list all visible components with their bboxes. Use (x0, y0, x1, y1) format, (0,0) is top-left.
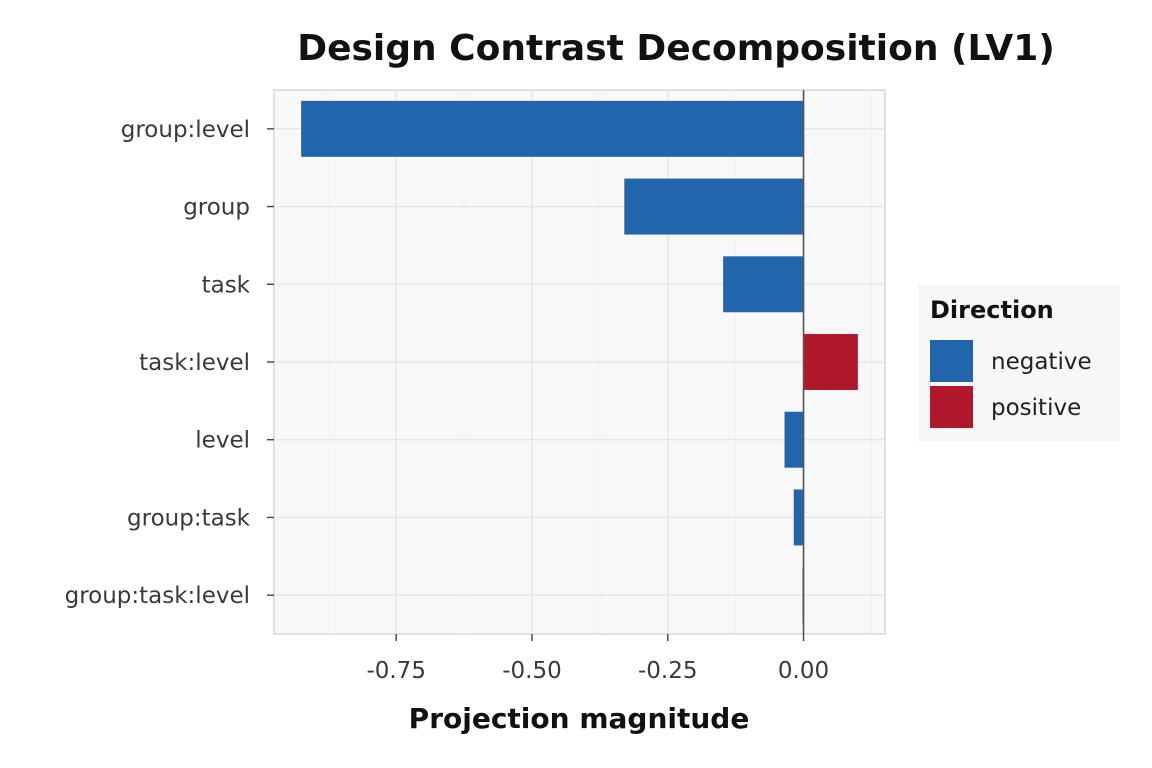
bars (301, 100, 858, 624)
y-tick-label: level (195, 428, 250, 454)
x-axis: -0.75 -0.50 -0.25 0.00 (366, 634, 829, 684)
y-tick-label: group:task (127, 505, 251, 531)
y-axis: group:level group task task:level level group… (65, 117, 274, 609)
x-tick-label: 0.00 (778, 658, 829, 684)
legend-label-positive: positive (991, 395, 1081, 421)
x-tick-label: -0.50 (502, 658, 562, 684)
legend-label-negative: negative (991, 349, 1092, 375)
bar-level (784, 411, 804, 468)
x-axis-title: Projection magnitude (409, 702, 750, 735)
y-tick-label: group (183, 195, 250, 221)
legend-title: Direction (930, 296, 1054, 324)
legend-swatch-negative (930, 340, 973, 382)
y-tick-label: group:task:level (65, 583, 250, 609)
y-tick-label: task:level (139, 350, 250, 376)
chart-title: Design Contrast Decomposition (LV1) (297, 28, 1055, 69)
bar-group-task (793, 489, 804, 546)
x-tick-label: -0.75 (366, 658, 426, 684)
bar-task (723, 256, 804, 313)
y-tick-label: task (202, 272, 251, 298)
bar-group (624, 178, 804, 235)
x-tick-label: -0.25 (638, 658, 698, 684)
legend-swatch-positive (930, 386, 973, 428)
legend: Direction negative positive (918, 285, 1120, 441)
y-tick-label: group:level (121, 117, 250, 143)
bar-group-level (301, 100, 804, 157)
bar-task-level (803, 334, 858, 390)
